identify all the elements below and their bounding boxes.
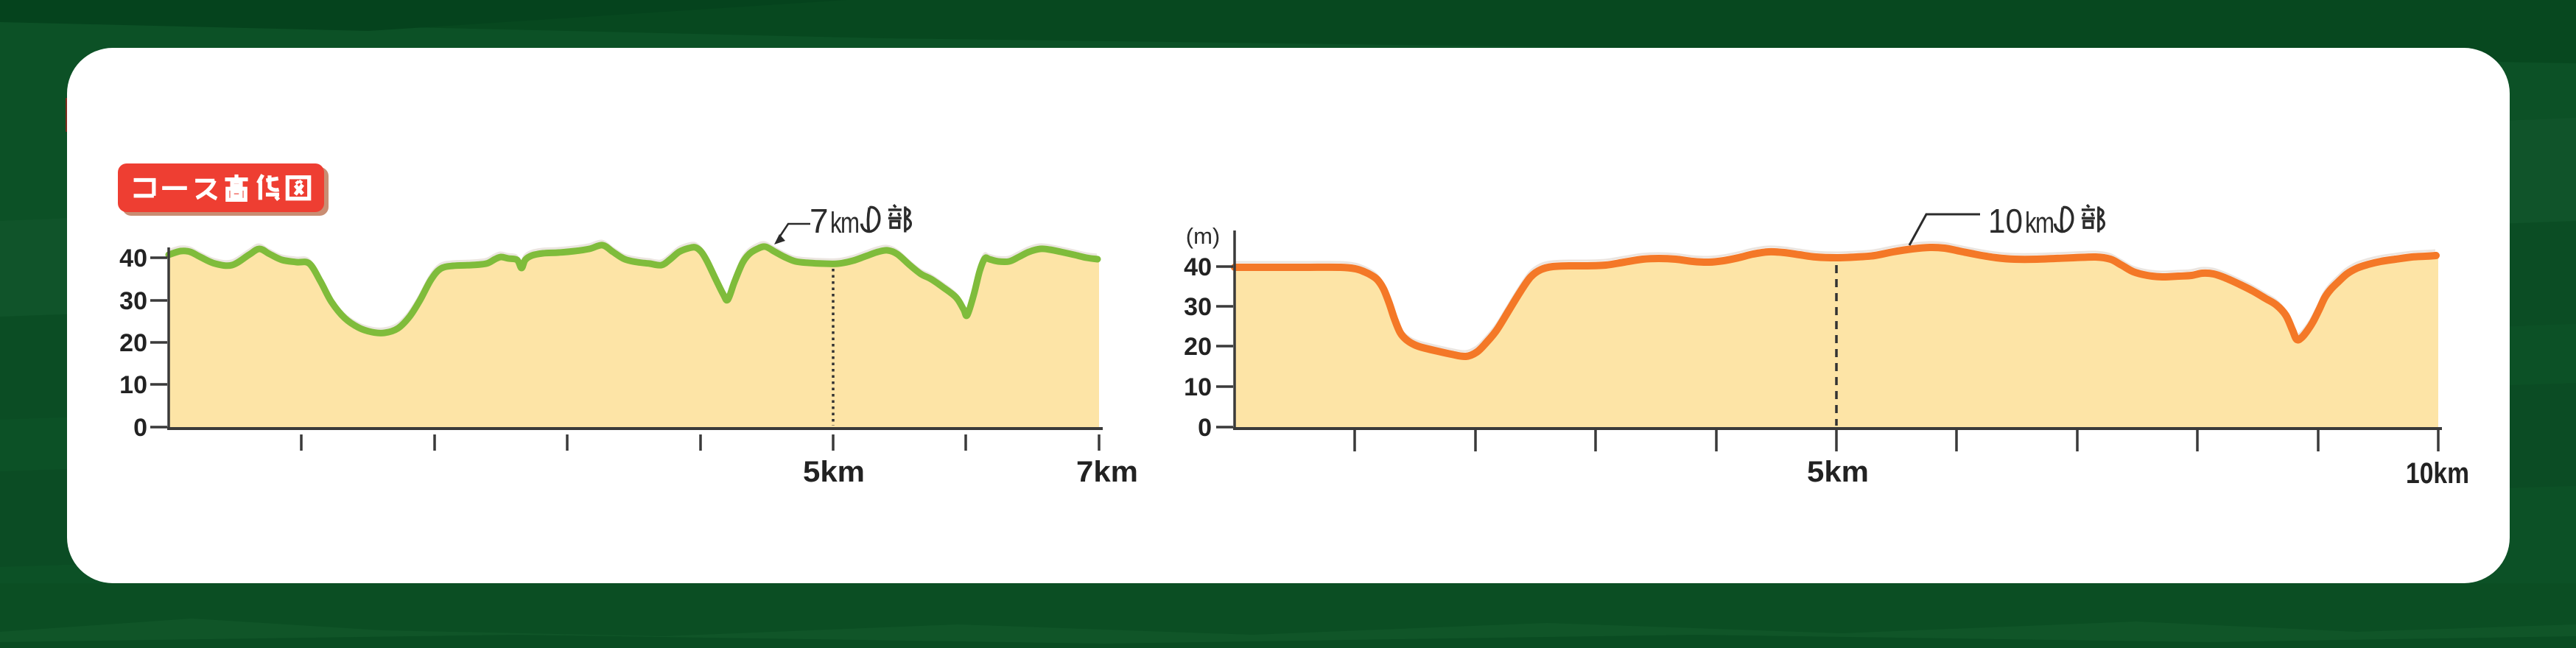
svg-text:20: 20 <box>119 329 147 357</box>
svg-text:30: 30 <box>1184 293 1212 321</box>
svg-text:7km: 7km <box>1076 456 1138 488</box>
svg-text:30: 30 <box>119 287 147 315</box>
svg-text:40: 40 <box>119 244 147 272</box>
svg-text:km: km <box>830 206 858 239</box>
svg-text:(m): (m) <box>1186 223 1220 249</box>
svg-text:10: 10 <box>1988 202 2023 240</box>
svg-text:10: 10 <box>1184 373 1212 401</box>
svg-text:0: 0 <box>1198 414 1212 442</box>
svg-text:5km: 5km <box>1807 456 1869 488</box>
svg-text:5km: 5km <box>803 456 865 488</box>
svg-text:10: 10 <box>119 371 147 399</box>
svg-text:40: 40 <box>1184 253 1212 281</box>
svg-text:10km: 10km <box>2406 457 2469 490</box>
svg-text:20: 20 <box>1184 333 1212 361</box>
svg-text:km: km <box>2025 206 2053 239</box>
svg-text:7: 7 <box>810 202 829 240</box>
svg-text:0: 0 <box>133 414 147 442</box>
